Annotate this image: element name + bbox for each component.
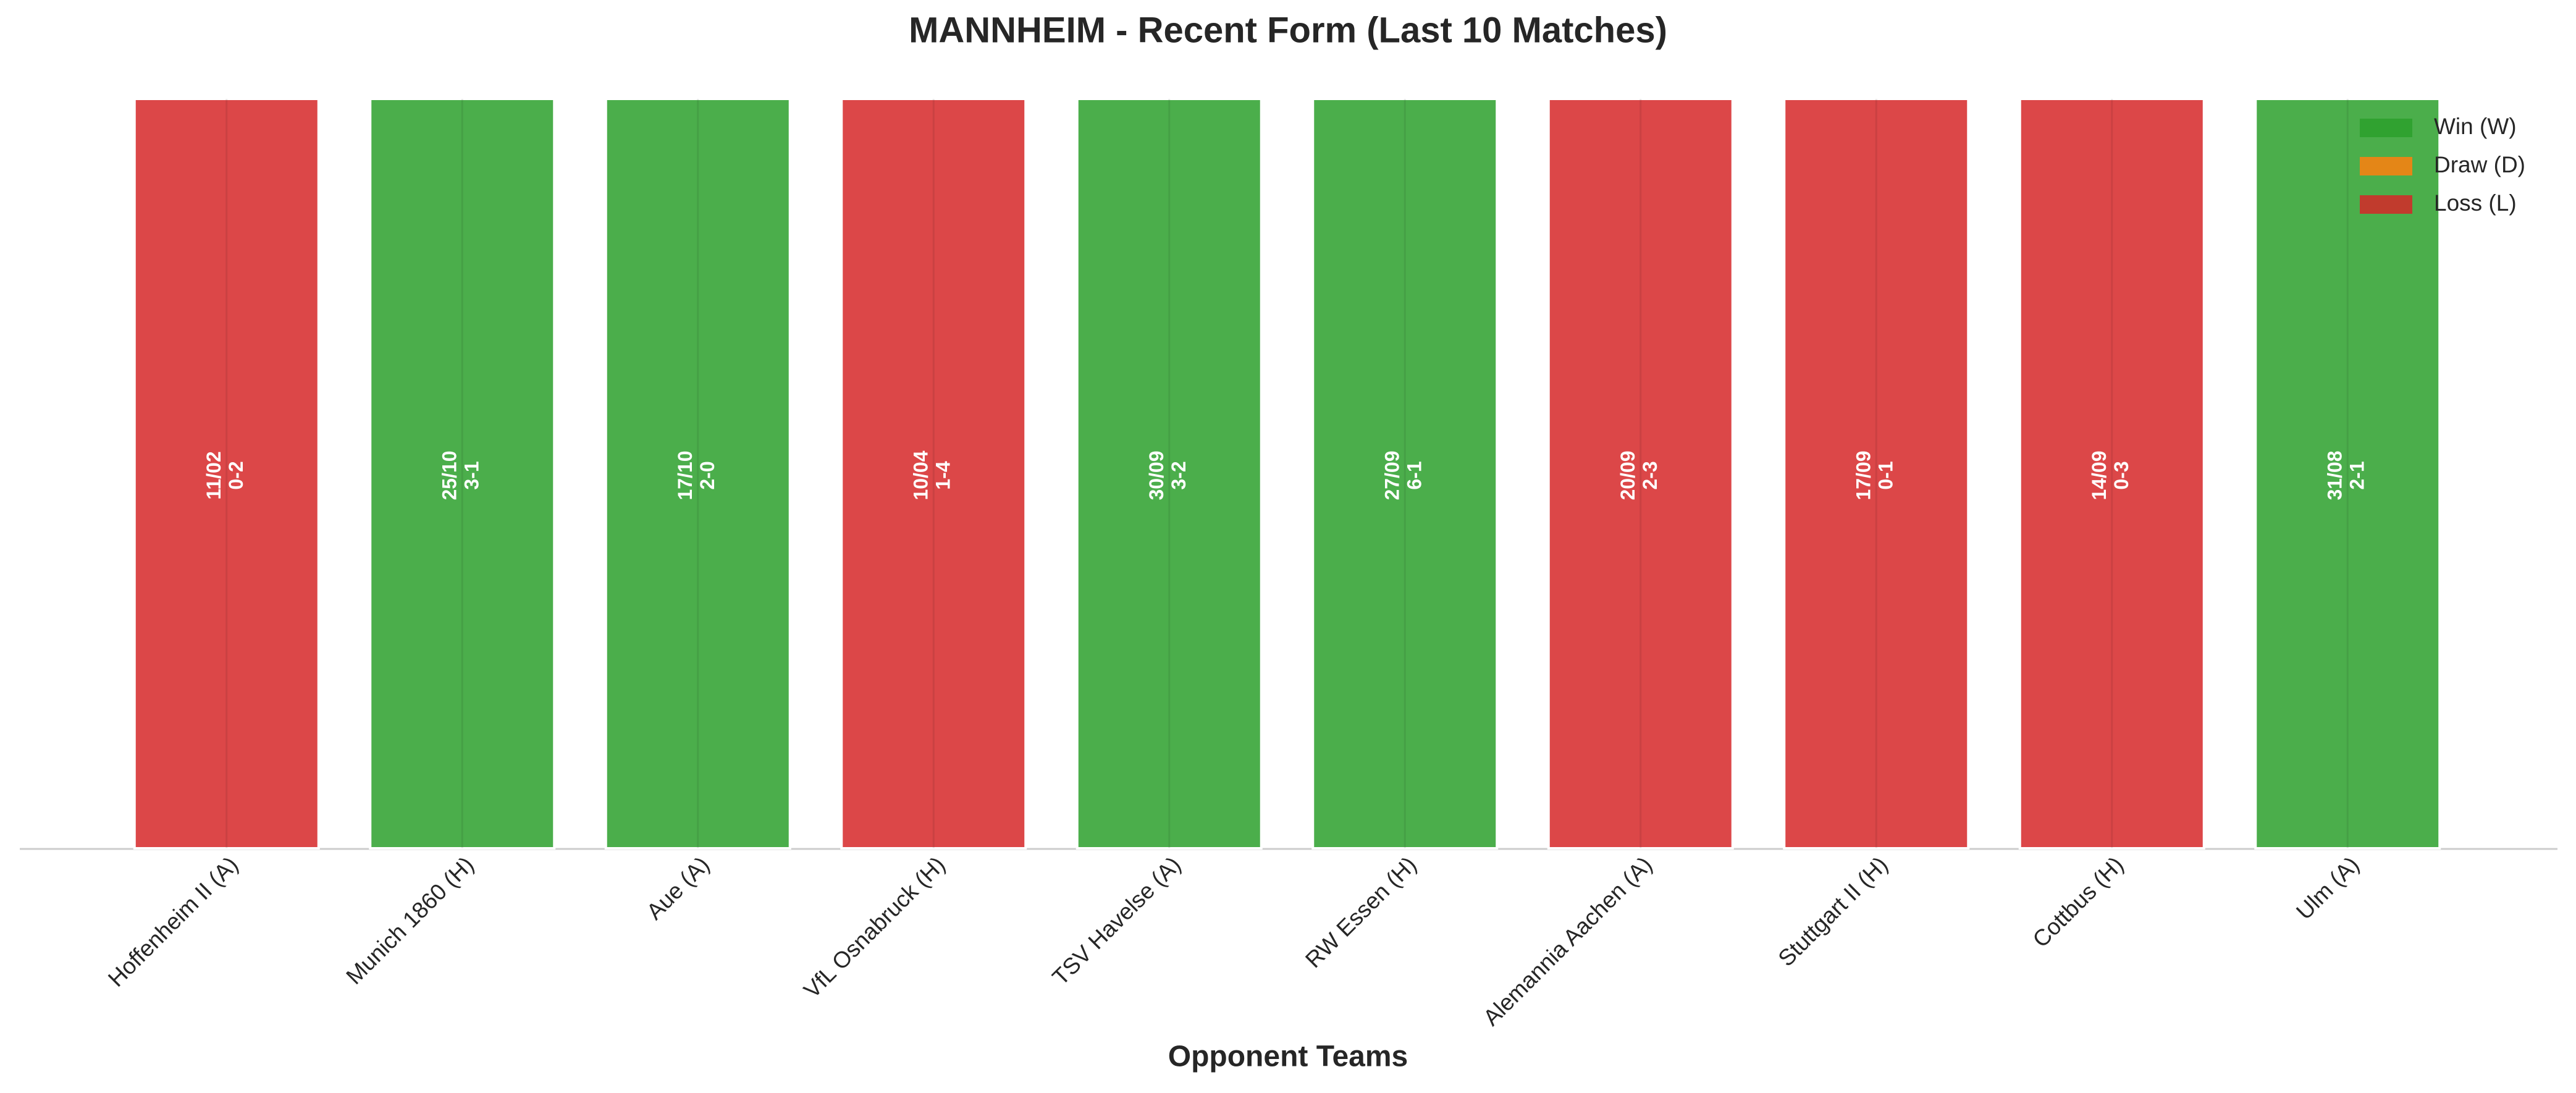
bar-date-label: 10/04 <box>910 450 932 500</box>
legend-label: Loss (L) <box>2434 190 2517 216</box>
bar-score-label: 2-1 <box>2346 461 2368 489</box>
bar <box>1311 98 1499 850</box>
bar <box>1783 98 1970 850</box>
bar <box>1547 98 1734 850</box>
bar-score-label: 2-0 <box>696 461 718 489</box>
bar <box>369 98 556 850</box>
legend-label: Win (W) <box>2434 114 2517 139</box>
bar-date-label: 30/09 <box>1145 450 1168 500</box>
bar-date-label: 14/09 <box>2088 450 2110 500</box>
bar-date-label: 17/10 <box>674 450 696 500</box>
bar <box>840 98 1027 850</box>
bar-date-label: 31/08 <box>2324 450 2346 500</box>
bar-date-label: 17/09 <box>1853 450 1875 500</box>
bar-score-label: 0-2 <box>225 461 247 489</box>
bar-score-label: 1-4 <box>932 461 954 489</box>
legend-swatch <box>2360 119 2412 137</box>
bar-score-label: 0-1 <box>1875 461 1897 489</box>
bar-score-label: 2-3 <box>1639 461 1661 489</box>
bar-score-label: 6-1 <box>1404 461 1426 489</box>
bar <box>2018 98 2205 850</box>
bar <box>604 98 791 850</box>
bar-date-label: 11/02 <box>203 451 225 499</box>
bar-date-label: 27/09 <box>1381 450 1404 500</box>
bar <box>2254 98 2441 850</box>
bar <box>133 98 320 850</box>
legend-swatch <box>2360 195 2412 214</box>
bar-date-label: 25/10 <box>439 450 461 500</box>
bar-score-label: 3-1 <box>461 461 483 489</box>
bar-date-label: 20/09 <box>1617 450 1639 500</box>
bar-score-label: 3-2 <box>1168 461 1190 489</box>
x-axis-label: Opponent Teams <box>1168 1040 1408 1073</box>
chart-title: MANNHEIM - Recent Form (Last 10 Matches) <box>909 10 1667 50</box>
bar <box>1075 98 1263 850</box>
legend-label: Draw (D) <box>2434 152 2525 177</box>
bar-score-label: 0-3 <box>2110 461 2132 489</box>
legend-swatch <box>2360 157 2412 175</box>
